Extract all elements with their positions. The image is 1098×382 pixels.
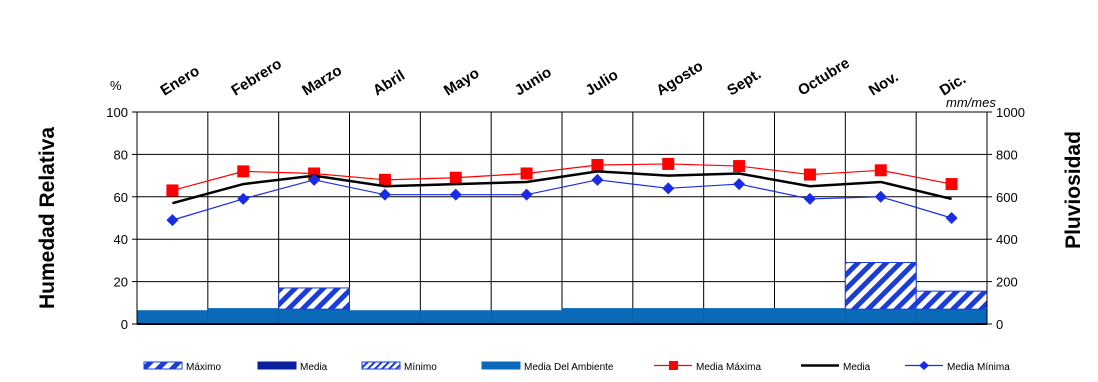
legend-label: Media Del Ambiente [524, 362, 614, 373]
marker-diamond [449, 188, 462, 201]
bar-media-del-ambiente [491, 310, 562, 324]
legend-swatch [257, 361, 297, 370]
bar-media-del-ambiente [703, 308, 775, 324]
marker-square [803, 168, 816, 181]
line-media-minima [172, 179, 952, 221]
marker-diamond [166, 214, 179, 227]
bar-media-del-ambiente [845, 309, 917, 324]
bar-media-del-ambiente [916, 309, 987, 324]
legend-swatch [361, 361, 401, 370]
right-tick-label: 600 [996, 190, 1018, 205]
legend-label: Media [843, 362, 871, 373]
left-tick-label: 80 [114, 147, 128, 162]
bar-media-del-ambiente [420, 310, 492, 324]
line-media-maxima [172, 163, 952, 192]
marker-square [520, 167, 533, 180]
marker-diamond [733, 178, 746, 191]
legend-label: Mínimo [404, 362, 437, 373]
month-label: Sept. [724, 66, 764, 100]
legend-swatch [143, 361, 183, 370]
month-label: Mayo [441, 65, 483, 100]
bar-media-del-ambiente [774, 308, 846, 324]
month-label: Octubre [795, 54, 853, 99]
right-tick-label: 1000 [996, 105, 1025, 120]
marker-diamond [874, 190, 887, 203]
marker-diamond [945, 212, 958, 224]
bar-media-del-ambiente [562, 308, 633, 324]
marker-square [874, 164, 887, 177]
marker-diamond [520, 188, 533, 201]
month-label: Julio [583, 66, 622, 99]
left-tick-label: 60 [114, 190, 128, 205]
month-label: Febrero [228, 55, 284, 99]
bar-media-del-ambiente [278, 309, 350, 324]
marker-diamond [803, 192, 816, 205]
right-tick-label: 0 [996, 317, 1003, 332]
left-tick-label: 0 [121, 317, 128, 332]
marker-square [378, 173, 391, 186]
marker-square [237, 165, 250, 178]
bar-maximo [915, 290, 988, 310]
marker-diamond [308, 173, 321, 186]
right-axis-title: Pluviosidad [1062, 131, 1085, 249]
right-tick-label: 200 [996, 275, 1018, 290]
legend-swatch [481, 361, 521, 370]
left-axis-title: Humedad Relativa [36, 127, 59, 309]
month-label: Marzo [299, 62, 345, 99]
bar-maximo [844, 262, 917, 310]
month-label: Abril [370, 67, 408, 100]
right-tick-label: 400 [996, 232, 1018, 247]
bar-maximo [278, 287, 350, 310]
month-label: Junio [512, 64, 555, 100]
bar-media-del-ambiente [632, 308, 704, 324]
marker-square [945, 178, 958, 191]
left-tick-label: 40 [114, 232, 128, 247]
legend-marker [669, 361, 678, 370]
marker-diamond [378, 188, 391, 201]
marker-square [449, 171, 462, 184]
marker-square [733, 160, 746, 173]
marker-square [591, 159, 604, 171]
right-tick-label: 800 [996, 147, 1018, 162]
month-label: Enero [158, 62, 203, 99]
legend-label: Media [300, 362, 328, 373]
bar-media-del-ambiente [137, 310, 208, 324]
marker-diamond [237, 192, 250, 205]
legend-label: Máximo [186, 362, 221, 373]
marker-square [166, 184, 179, 197]
legend-label: Media Máxima [696, 362, 761, 373]
marker-square [662, 157, 675, 170]
line-media [172, 170, 952, 205]
legend-marker [919, 361, 929, 370]
bar-media-del-ambiente [207, 308, 279, 324]
marker-diamond [662, 182, 675, 195]
right-unit-label: mm/mes [946, 95, 996, 110]
month-label: Agosto [653, 58, 706, 100]
marker-diamond [591, 173, 604, 186]
left-unit-label: % [110, 78, 122, 93]
left-tick-label: 20 [114, 275, 128, 290]
left-tick-label: 100 [106, 105, 128, 120]
bar-media-del-ambiente [349, 310, 421, 324]
legend-label: Media Mínima [947, 362, 1010, 373]
month-label: Nov. [866, 68, 902, 99]
